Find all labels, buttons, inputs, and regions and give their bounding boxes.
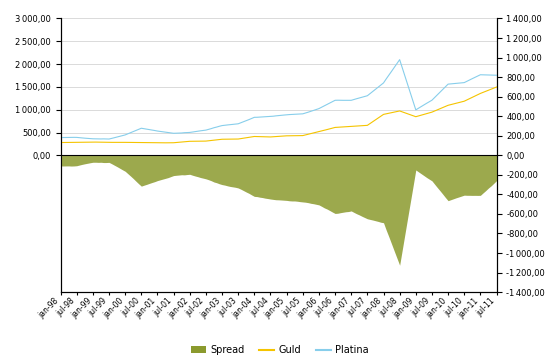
Legend: Spread, Guld, Platina: Spread, Guld, Platina bbox=[187, 341, 373, 359]
